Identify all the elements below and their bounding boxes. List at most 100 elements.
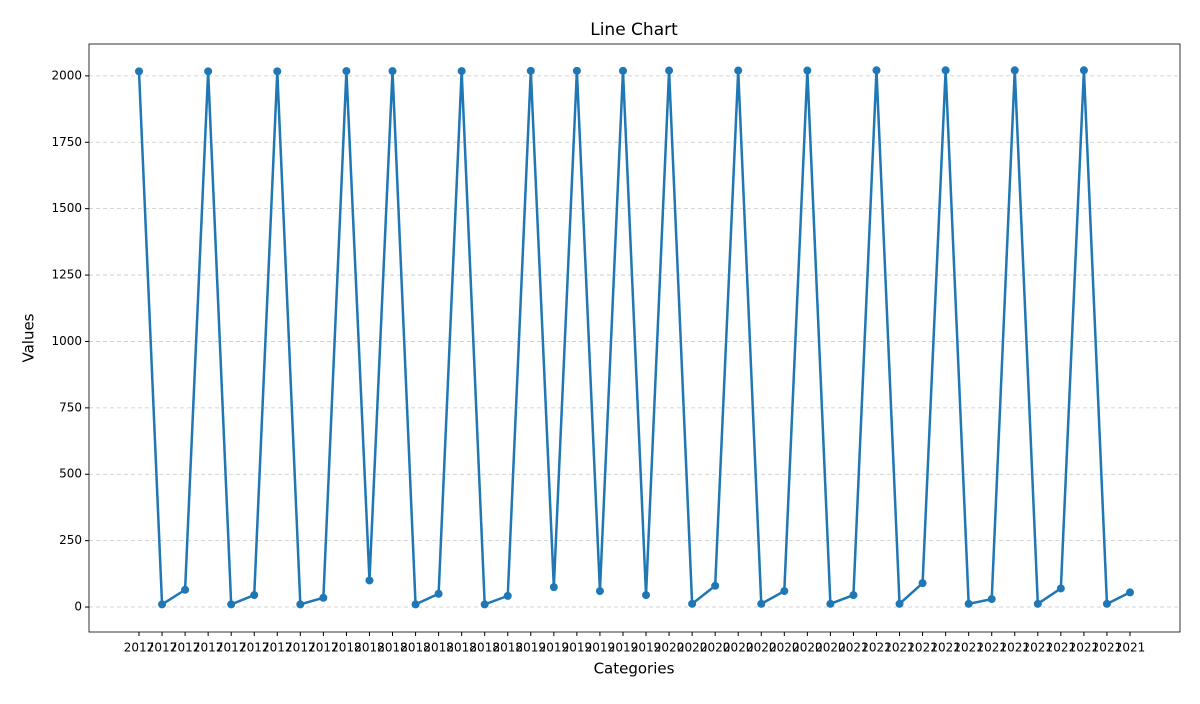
point [1056, 584, 1065, 593]
point [734, 66, 743, 75]
point [757, 599, 766, 608]
x-tick-label: 2018 [400, 641, 431, 655]
x-tick-label: 2019 [516, 641, 547, 655]
x-tick-label: 2020 [723, 641, 754, 655]
point [273, 67, 282, 76]
point [872, 66, 881, 75]
point [480, 600, 489, 609]
x-tick-label: 2017 [124, 641, 155, 655]
point [688, 599, 697, 608]
x-tick-label: 2019 [631, 641, 662, 655]
point [457, 67, 466, 76]
point [158, 600, 167, 609]
x-tick-label: 2017 [308, 641, 339, 655]
x-tick-label: 2020 [677, 641, 708, 655]
x-tick-label: 2019 [539, 641, 570, 655]
x-axis-label: Categories [594, 660, 675, 678]
point [803, 66, 812, 75]
y-tick-label: 2000 [51, 68, 82, 82]
point [1079, 66, 1088, 75]
x-tick-label: 2021 [838, 641, 869, 655]
x-tick-label: 2021 [976, 641, 1007, 655]
point [342, 67, 351, 76]
x-tick-label: 2017 [239, 641, 270, 655]
y-tick-label: 1250 [51, 268, 82, 282]
x-tick-label: 2020 [746, 641, 777, 655]
point [711, 581, 720, 590]
point [411, 600, 420, 609]
x-tick-label: 2018 [377, 641, 408, 655]
x-tick-label: 2017 [285, 641, 316, 655]
point [572, 66, 581, 75]
x-tick-label: 2021 [953, 641, 984, 655]
point [849, 591, 858, 600]
x-tick-label: 2019 [585, 641, 616, 655]
x-tick-label: 2021 [1115, 641, 1146, 655]
point [1010, 66, 1019, 75]
point [964, 599, 973, 608]
x-tick-label: 2017 [147, 641, 178, 655]
point [595, 587, 604, 596]
x-tick-label: 2018 [492, 641, 523, 655]
x-tick-label: 2018 [331, 641, 362, 655]
point [895, 599, 904, 608]
point [503, 591, 512, 600]
point [388, 67, 397, 76]
point [434, 589, 443, 598]
point [227, 600, 236, 609]
x-tick-label: 2021 [907, 641, 938, 655]
point [549, 583, 558, 592]
x-tick-label: 2020 [654, 641, 685, 655]
x-tick-label: 2021 [1023, 641, 1054, 655]
y-tick-label: 0 [74, 600, 82, 614]
chart-title: Line Chart [590, 20, 678, 40]
x-tick-label: 2021 [1069, 641, 1100, 655]
point [250, 591, 259, 600]
x-tick-label: 2021 [861, 641, 892, 655]
x-tick-label: 2020 [792, 641, 823, 655]
point [296, 600, 305, 609]
y-tick-label: 250 [59, 533, 82, 547]
x-tick-label: 2021 [930, 641, 961, 655]
x-tick-label: 2021 [999, 641, 1030, 655]
x-tick-label: 2020 [700, 641, 731, 655]
point [1102, 599, 1111, 608]
x-tick-label: 2020 [815, 641, 846, 655]
x-tick-label: 2019 [562, 641, 593, 655]
x-tick-label: 2017 [216, 641, 247, 655]
point [826, 599, 835, 608]
point [987, 595, 996, 604]
y-tick-label: 1500 [51, 201, 82, 215]
x-tick-label: 2018 [446, 641, 477, 655]
point [642, 591, 651, 600]
x-tick-label: 2018 [423, 641, 454, 655]
x-tick-label: 2017 [262, 641, 293, 655]
plot-frame [88, 43, 1181, 633]
y-axis-label: Values [20, 313, 38, 362]
point [181, 585, 190, 594]
x-tick-label: 2017 [193, 641, 224, 655]
y-tick-label: 1750 [51, 135, 82, 149]
point [918, 579, 927, 588]
point [526, 66, 535, 75]
point [1033, 599, 1042, 608]
y-tick-label: 1000 [51, 334, 82, 348]
x-tick-label: 2018 [354, 641, 385, 655]
point [941, 66, 950, 75]
point [319, 593, 328, 602]
point [665, 66, 674, 75]
x-tick-label: 2020 [769, 641, 800, 655]
x-tick-label: 2018 [469, 641, 500, 655]
x-tick-label: 2017 [170, 641, 201, 655]
x-tick-label: 2021 [1046, 641, 1077, 655]
point [135, 67, 143, 76]
point [1126, 588, 1134, 597]
x-tick-label: 2019 [608, 641, 639, 655]
y-tick-label: 750 [59, 400, 82, 414]
x-tick-label: 2021 [884, 641, 915, 655]
point [204, 67, 213, 76]
point [618, 66, 627, 75]
point [365, 576, 374, 585]
x-tick-label: 2021 [1092, 641, 1123, 655]
